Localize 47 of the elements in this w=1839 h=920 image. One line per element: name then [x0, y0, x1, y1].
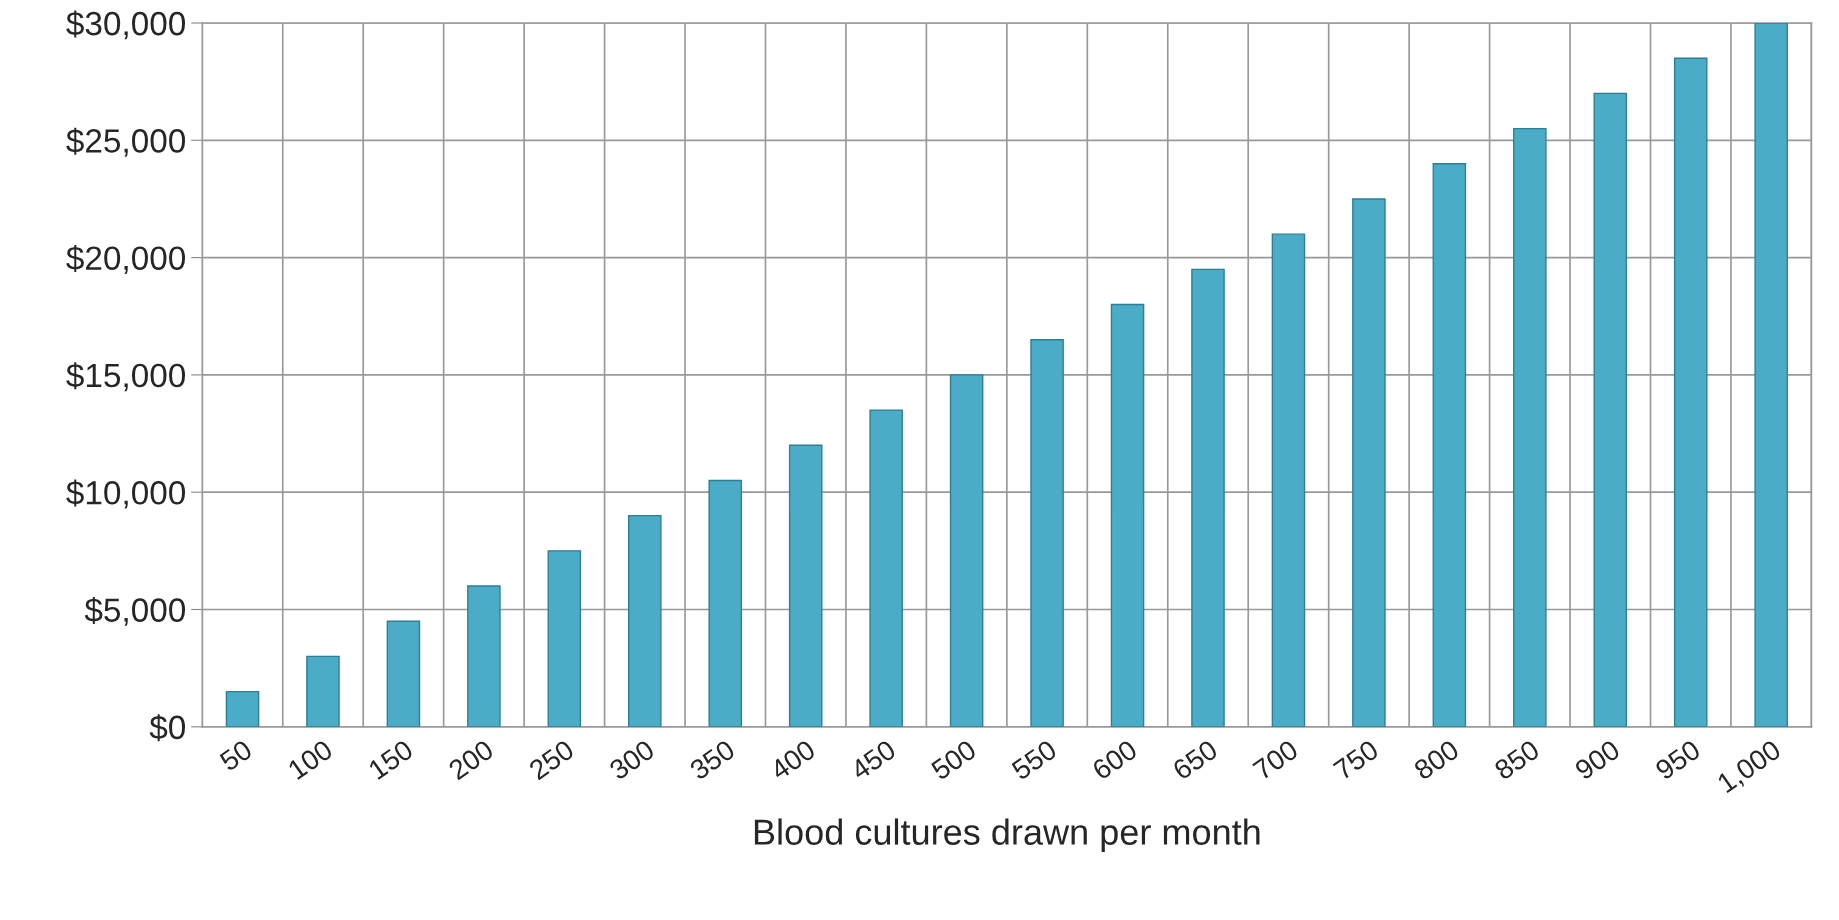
- bar: [306, 655, 340, 727]
- x-tick-label: 850: [1493, 739, 1541, 781]
- y-tick-label: $10,000: [66, 479, 186, 509]
- x-tick-label: 900: [1573, 739, 1622, 781]
- bar: [949, 374, 984, 727]
- x-tick-label: 300: [608, 739, 656, 781]
- y-tick-label: $15,000: [66, 362, 186, 392]
- bar: [1754, 23, 1788, 727]
- bar: [1110, 303, 1145, 727]
- x-tick-label: 100: [287, 739, 334, 780]
- bar: [708, 479, 743, 727]
- y-tick-label: $0: [149, 714, 186, 742]
- x-tick-label: 450: [849, 739, 897, 781]
- x-tick-label: 350: [688, 739, 737, 781]
- bar: [869, 409, 903, 727]
- bar: [467, 585, 501, 727]
- x-tick-label: 200: [447, 739, 495, 781]
- y-tick-label: $30,000: [66, 10, 186, 40]
- bar: [1513, 127, 1547, 727]
- x-tick-label: 50: [218, 739, 254, 772]
- y-tick-label: $20,000: [66, 245, 186, 274]
- bar: [225, 690, 260, 727]
- bar: [386, 620, 421, 727]
- x-axis-title: Blood cultures drawn per month: [754, 818, 1260, 853]
- bar: [1673, 57, 1708, 727]
- bar: [788, 444, 823, 727]
- bar: [1352, 198, 1386, 727]
- x-tick-label: 400: [768, 739, 817, 781]
- x-tick-label: 800: [1412, 739, 1461, 781]
- x-tick-label: 250: [527, 739, 576, 781]
- bar: [628, 514, 662, 727]
- y-tick-label: $25,000: [66, 127, 186, 157]
- y-tick-label: $5,000: [84, 596, 186, 626]
- bar: [1191, 268, 1225, 727]
- bar: [1593, 92, 1628, 727]
- bar: [1271, 233, 1306, 727]
- x-tick-label: 750: [1332, 739, 1380, 781]
- x-tick-label: 600: [1091, 739, 1139, 781]
- x-tick-label: 500: [929, 739, 978, 781]
- x-tick-label: 700: [1252, 739, 1300, 781]
- x-tick-label: 550: [1010, 739, 1058, 781]
- x-tick-label: 150: [367, 739, 415, 780]
- x-tick-label: 950: [1654, 739, 1702, 781]
- bar: [1432, 163, 1467, 727]
- bar: [1030, 339, 1064, 727]
- x-tick-label: 650: [1171, 739, 1219, 781]
- bar: [547, 550, 582, 727]
